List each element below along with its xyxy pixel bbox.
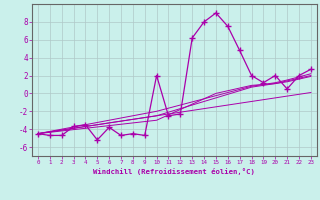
X-axis label: Windchill (Refroidissement éolien,°C): Windchill (Refroidissement éolien,°C) [93,168,255,175]
